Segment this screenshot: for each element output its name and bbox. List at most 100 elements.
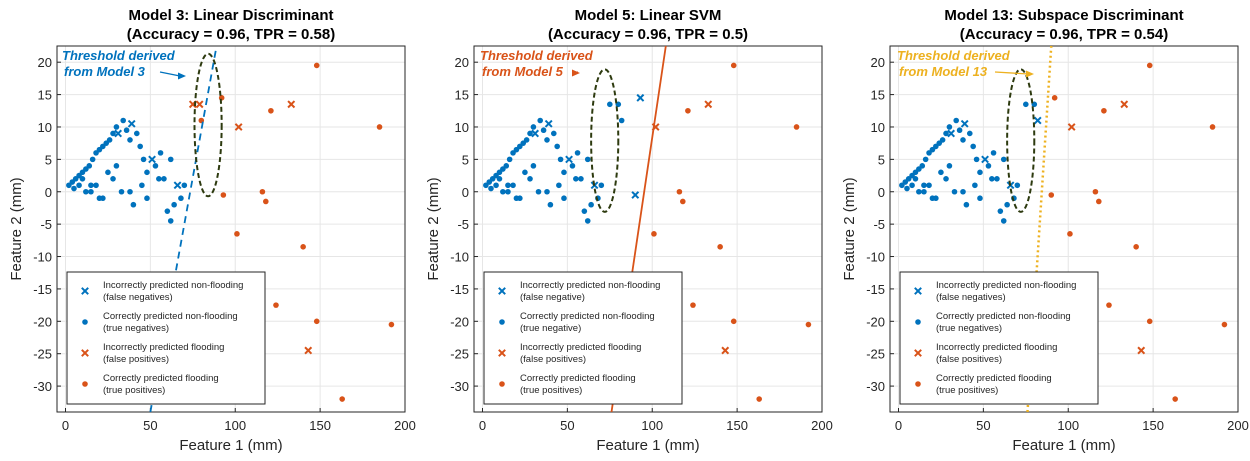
data-point-s2 — [157, 150, 164, 156]
data-point-s2 — [156, 175, 162, 182]
data-point-s2 — [523, 137, 530, 143]
data-point-s4 — [685, 107, 691, 114]
data-point-s2 — [926, 182, 932, 189]
data-point-s2 — [951, 188, 958, 195]
data-point-s2 — [1000, 156, 1007, 163]
legend-label: Incorrectly predicted non-flooding — [103, 280, 243, 291]
x-tick-label: 150 — [726, 418, 748, 433]
x-tick-label: 150 — [309, 418, 331, 433]
legend-label: (true negative) — [520, 323, 581, 334]
data-point-s4 — [1092, 188, 1099, 195]
data-point-s4 — [1146, 62, 1153, 69]
x-tick-label: 0 — [479, 418, 486, 433]
legend-label: (true positives) — [520, 385, 582, 396]
data-point-s2 — [588, 201, 594, 208]
data-point-s2 — [527, 175, 533, 182]
legend-label: Correctly predicted non-flooding — [103, 311, 238, 322]
x-tick-label: 100 — [1057, 418, 1079, 433]
data-point-s2 — [167, 156, 174, 163]
data-point-s2 — [919, 163, 926, 169]
data-point-s2 — [554, 143, 560, 150]
legend-marker — [499, 381, 505, 387]
y-tick-label: 5 — [45, 152, 52, 167]
data-point-s2 — [535, 188, 542, 195]
y-tick-label: 20 — [455, 55, 469, 70]
data-point-s2 — [963, 201, 970, 208]
legend-label: (true positives) — [103, 385, 165, 396]
data-point-s2 — [557, 156, 564, 163]
data-point-s4 — [690, 302, 696, 308]
highlight-ellipse — [590, 68, 620, 213]
data-point-s2 — [140, 156, 147, 163]
chart-title: Model 3: Linear Discriminant — [128, 7, 333, 24]
data-point-s2 — [598, 182, 605, 189]
y-tick-label: 10 — [455, 120, 469, 135]
legend-label: Incorrectly predicted flooding — [520, 342, 641, 353]
data-point-s2 — [139, 182, 145, 189]
data-point-s2 — [1014, 182, 1021, 189]
data-point-s2 — [530, 124, 537, 130]
annotation-text: Threshold derived — [480, 48, 594, 63]
data-point-s4 — [1106, 302, 1112, 308]
data-point-s2 — [537, 117, 544, 124]
data-point-s2 — [152, 163, 159, 169]
data-point-s2 — [578, 175, 584, 182]
data-point-s2 — [71, 185, 77, 192]
data-point-s4 — [1146, 318, 1153, 325]
x-tick-label: 200 — [1227, 418, 1249, 433]
x-tick-label: 100 — [224, 418, 246, 433]
data-point-s2 — [943, 130, 949, 137]
y-axis-label: Feature 2 (mm) — [425, 177, 442, 280]
annotation-arrowhead — [1026, 70, 1034, 78]
chart-panel-1: 0 50 100 150 200 -30 -25 -20 -15 -10 -5 0 5 10 15 20 Fea… — [8, 7, 416, 454]
annotation-text: Threshold derived — [62, 48, 176, 63]
x-tick-label: 150 — [1142, 418, 1164, 433]
data-point-s2 — [496, 175, 503, 182]
legend-label: Incorrectly predicted non-flooding — [520, 280, 660, 291]
data-point-s2 — [522, 169, 528, 176]
data-point-s2 — [972, 182, 978, 189]
chart-subtitle: (Accuracy = 0.96, TPR = 0.54) — [960, 26, 1168, 43]
data-point-s2 — [167, 218, 174, 224]
data-point-s2 — [130, 201, 137, 208]
y-tick-label: -20 — [866, 314, 885, 329]
legend-label: Correctly predicted non-flooding — [520, 311, 655, 322]
data-point-s4 — [676, 188, 683, 195]
legend-box — [899, 271, 1099, 405]
y-tick-label: -30 — [450, 379, 469, 394]
legend-label: (true negatives) — [936, 323, 1002, 334]
data-point-s2 — [503, 163, 510, 169]
legend-marker — [81, 349, 89, 357]
data-point-s2 — [105, 169, 111, 176]
data-point-s2 — [540, 127, 547, 134]
data-point-s3 — [304, 346, 313, 355]
data-point-s2 — [977, 169, 983, 176]
chart-title: Model 5: Linear SVM — [575, 7, 722, 24]
data-point-s2 — [997, 208, 1004, 214]
legend-marker — [81, 287, 89, 295]
legend-label: (false negatives) — [936, 292, 1006, 303]
data-point-s4 — [1221, 321, 1228, 328]
x-tick-label: 50 — [976, 418, 990, 433]
data-point-s4 — [1101, 107, 1107, 114]
data-point-s2 — [607, 101, 613, 108]
x-tick-label: 50 — [143, 418, 157, 433]
y-tick-label: -5 — [457, 217, 469, 232]
data-point-s2 — [909, 182, 915, 189]
chart-panel-3: 0 50 100 150 200 -30 -25 -20 -15 -10 -5 0 5 10 15 20 Fea… — [841, 7, 1249, 454]
data-point-s2 — [561, 169, 567, 176]
y-tick-label: -20 — [33, 314, 52, 329]
y-tick-label: -30 — [33, 379, 52, 394]
legend-label: (false negative) — [520, 292, 585, 303]
data-point-s2 — [178, 195, 184, 202]
data-point-s2 — [953, 117, 960, 124]
data-point-s4 — [313, 62, 320, 69]
chart-subtitle: (Accuracy = 0.96, TPR = 0.5) — [548, 26, 748, 43]
chart-panel-2: 0 50 100 150 200 -30 -25 -20 -15 -10 -5 0 5 10 15 20 Fea… — [425, 7, 833, 454]
y-tick-label: 0 — [45, 185, 52, 200]
legend-marker — [82, 319, 88, 325]
y-tick-label: 0 — [878, 185, 885, 200]
legend-label: Correctly predicted flooding — [103, 373, 219, 384]
data-point-s4 — [680, 198, 686, 205]
data-point-s2 — [161, 175, 167, 182]
